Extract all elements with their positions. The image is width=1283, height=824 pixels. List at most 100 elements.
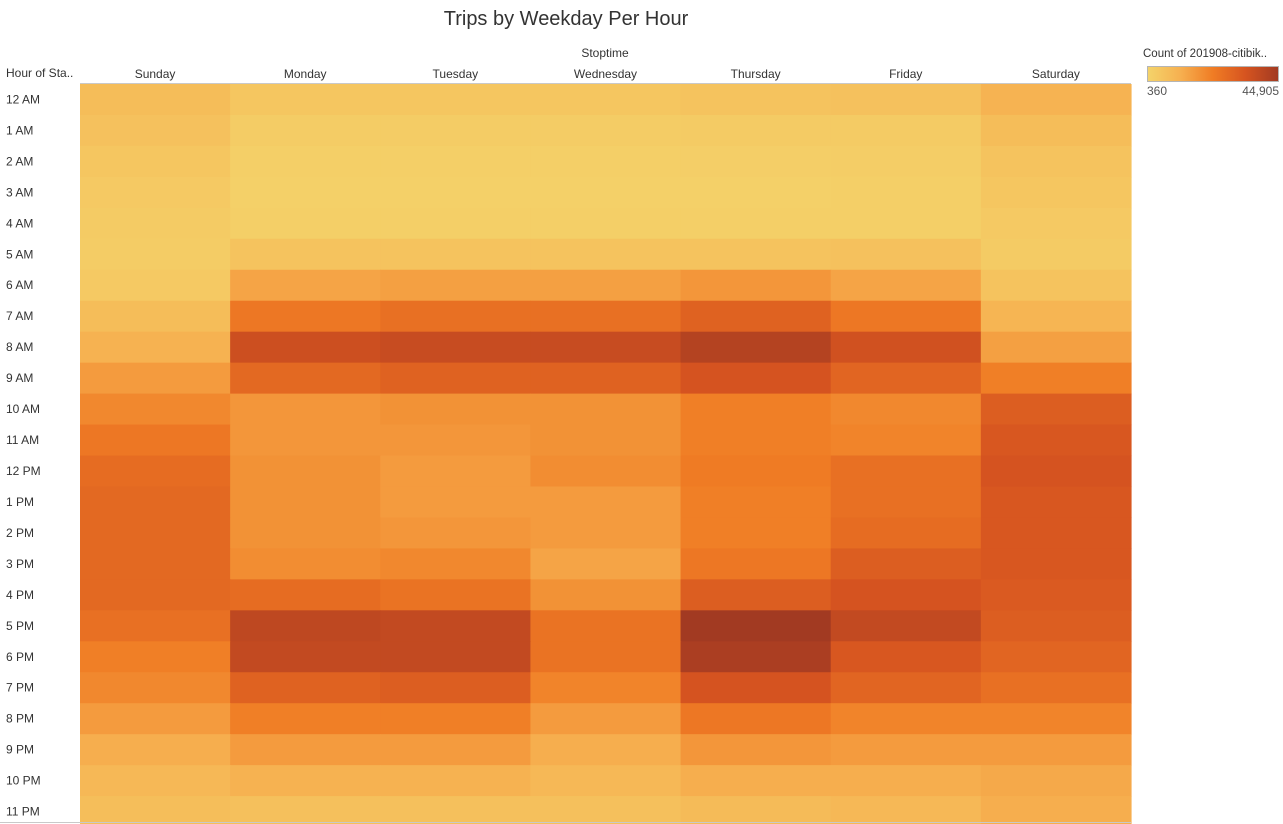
heatmap-cell[interactable] xyxy=(380,300,532,333)
heatmap-cell[interactable] xyxy=(380,672,532,704)
heatmap-cell[interactable] xyxy=(680,548,832,580)
heatmap-cell[interactable] xyxy=(230,238,381,271)
heatmap-cell[interactable] xyxy=(80,84,231,116)
color-legend-gradient[interactable] xyxy=(1147,66,1279,82)
heatmap-cell[interactable] xyxy=(380,486,532,519)
heatmap-cell[interactable] xyxy=(80,300,231,333)
heatmap-cell[interactable] xyxy=(680,455,832,488)
heatmap-cell[interactable] xyxy=(230,796,381,824)
heatmap-cell[interactable] xyxy=(830,455,982,488)
heatmap-cell[interactable] xyxy=(230,703,381,735)
heatmap-cell[interactable] xyxy=(80,269,231,302)
heatmap-cell[interactable] xyxy=(980,703,1132,735)
heatmap-cell[interactable] xyxy=(80,393,231,426)
heatmap-cell[interactable] xyxy=(80,703,231,735)
heatmap-cell[interactable] xyxy=(380,548,532,580)
heatmap-cell[interactable] xyxy=(530,486,682,519)
heatmap-cell[interactable] xyxy=(980,362,1132,395)
heatmap-cell[interactable] xyxy=(830,486,982,519)
heatmap-cell[interactable] xyxy=(230,207,381,240)
heatmap-cell[interactable] xyxy=(980,393,1132,426)
heatmap-cell[interactable] xyxy=(680,610,832,642)
heatmap-cell[interactable] xyxy=(380,393,532,426)
heatmap-cell[interactable] xyxy=(980,765,1132,797)
heatmap-cell[interactable] xyxy=(380,207,532,240)
heatmap-cell[interactable] xyxy=(380,331,532,364)
heatmap-cell[interactable] xyxy=(680,269,832,302)
heatmap-cell[interactable] xyxy=(380,703,532,735)
heatmap-cell[interactable] xyxy=(830,269,982,302)
heatmap-cell[interactable] xyxy=(830,114,982,147)
heatmap-cell[interactable] xyxy=(830,424,982,457)
heatmap-cell[interactable] xyxy=(680,176,832,209)
heatmap-cell[interactable] xyxy=(530,517,682,549)
heatmap-cell[interactable] xyxy=(830,765,982,797)
heatmap-cell[interactable] xyxy=(80,424,231,457)
heatmap-cell[interactable] xyxy=(980,300,1132,333)
heatmap-cell[interactable] xyxy=(80,455,231,488)
heatmap-cell[interactable] xyxy=(530,362,682,395)
heatmap-cell[interactable] xyxy=(380,145,532,178)
heatmap-cell[interactable] xyxy=(830,362,982,395)
heatmap-cell[interactable] xyxy=(530,176,682,209)
heatmap-cell[interactable] xyxy=(830,610,982,642)
heatmap-cell[interactable] xyxy=(230,610,381,642)
heatmap-cell[interactable] xyxy=(230,641,381,673)
heatmap-cell[interactable] xyxy=(980,610,1132,642)
heatmap-cell[interactable] xyxy=(680,796,832,824)
heatmap-cell[interactable] xyxy=(680,114,832,147)
heatmap-cell[interactable] xyxy=(530,269,682,302)
heatmap-cell[interactable] xyxy=(530,300,682,333)
heatmap-cell[interactable] xyxy=(680,331,832,364)
heatmap-cell[interactable] xyxy=(380,176,532,209)
heatmap-cell[interactable] xyxy=(980,331,1132,364)
heatmap-cell[interactable] xyxy=(980,269,1132,302)
heatmap-cell[interactable] xyxy=(530,238,682,271)
heatmap-cell[interactable] xyxy=(530,207,682,240)
heatmap-cell[interactable] xyxy=(380,362,532,395)
heatmap-cell[interactable] xyxy=(530,641,682,673)
heatmap-cell[interactable] xyxy=(530,579,682,611)
heatmap-cell[interactable] xyxy=(680,145,832,178)
heatmap-cell[interactable] xyxy=(230,362,381,395)
heatmap-cell[interactable] xyxy=(80,207,231,240)
heatmap-cell[interactable] xyxy=(230,486,381,519)
heatmap-cell[interactable] xyxy=(680,765,832,797)
heatmap-cell[interactable] xyxy=(680,84,832,116)
heatmap-cell[interactable] xyxy=(530,393,682,426)
heatmap-cell[interactable] xyxy=(80,238,231,271)
heatmap-cell[interactable] xyxy=(680,238,832,271)
heatmap-cell[interactable] xyxy=(680,579,832,611)
heatmap-cell[interactable] xyxy=(530,331,682,364)
heatmap-cell[interactable] xyxy=(530,455,682,488)
heatmap-cell[interactable] xyxy=(980,424,1132,457)
heatmap-cell[interactable] xyxy=(830,796,982,824)
heatmap-cell[interactable] xyxy=(680,393,832,426)
heatmap-cell[interactable] xyxy=(380,424,532,457)
heatmap-cell[interactable] xyxy=(680,300,832,333)
heatmap-cell[interactable] xyxy=(80,176,231,209)
heatmap-cell[interactable] xyxy=(530,765,682,797)
heatmap-cell[interactable] xyxy=(380,114,532,147)
heatmap-cell[interactable] xyxy=(380,269,532,302)
heatmap-cell[interactable] xyxy=(380,84,532,116)
heatmap-cell[interactable] xyxy=(230,331,381,364)
heatmap-cell[interactable] xyxy=(980,145,1132,178)
heatmap-cell[interactable] xyxy=(80,486,231,519)
heatmap-cell[interactable] xyxy=(980,486,1132,519)
heatmap-cell[interactable] xyxy=(230,84,381,116)
heatmap-cell[interactable] xyxy=(80,331,231,364)
heatmap-cell[interactable] xyxy=(230,672,381,704)
heatmap-cell[interactable] xyxy=(980,548,1132,580)
heatmap-cell[interactable] xyxy=(230,300,381,333)
heatmap-cell[interactable] xyxy=(680,517,832,549)
heatmap-cell[interactable] xyxy=(530,672,682,704)
heatmap-cell[interactable] xyxy=(530,84,682,116)
heatmap-cell[interactable] xyxy=(980,114,1132,147)
heatmap-cell[interactable] xyxy=(530,145,682,178)
heatmap-cell[interactable] xyxy=(80,796,231,824)
heatmap-cell[interactable] xyxy=(830,207,982,240)
heatmap-cell[interactable] xyxy=(830,703,982,735)
heatmap-cell[interactable] xyxy=(230,455,381,488)
heatmap-cell[interactable] xyxy=(80,517,231,549)
